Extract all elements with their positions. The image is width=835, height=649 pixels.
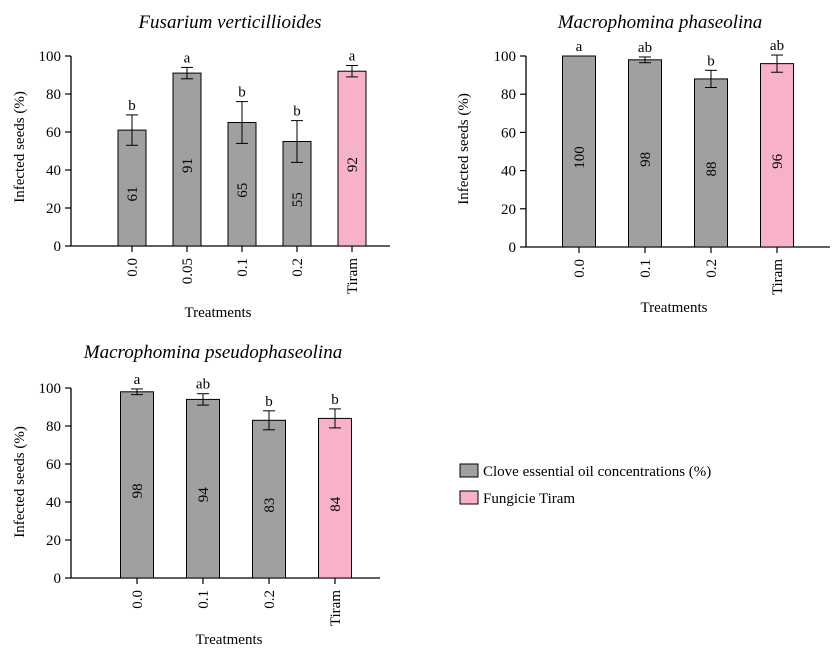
- bar-value-label: 83: [262, 498, 278, 513]
- x-axis-label: Treatments: [185, 305, 252, 321]
- bar-value-label: 91: [180, 158, 196, 173]
- y-tick-label: 0: [54, 571, 62, 587]
- bar: [628, 59, 662, 248]
- chart-macrophomina-pseudophaseolina: Macrophomina pseudophaseolina Infected s…: [12, 342, 380, 648]
- chart-title: Macrophomina pseudophaseolina: [83, 342, 342, 363]
- y-tick-label: 60: [501, 125, 516, 141]
- bar: [562, 55, 596, 248]
- y-tick-label: 80: [46, 87, 61, 103]
- legend-label-clove: Clove essential oil concentrations (%): [483, 464, 711, 480]
- significance-letter: b: [707, 53, 715, 69]
- significance-letter: ab: [638, 40, 652, 56]
- y-tick-label: 20: [46, 201, 61, 217]
- x-tick-label: 0.2: [262, 590, 278, 609]
- legend-label-tiram: Fungicie Tiram: [483, 491, 575, 507]
- bar-value-label: 88: [704, 161, 720, 176]
- x-tick-label: Tiram: [328, 590, 344, 626]
- y-tick-label: 40: [501, 164, 516, 180]
- bar-value-label: 61: [125, 187, 141, 202]
- bar: [694, 78, 728, 248]
- y-tick-label: 0: [54, 239, 62, 255]
- y-tick-label: 60: [46, 457, 61, 473]
- bar-value-label: 84: [328, 496, 344, 512]
- x-tick-label: 0.2: [290, 258, 306, 277]
- y-tick-label: 80: [501, 87, 516, 103]
- y-tick-label: 100: [39, 381, 62, 397]
- plot-area: 0 20 40 60 80 100 0.0 b 61 0.05 a 91 0.1 b 65 0.2 b 55 Tir…: [39, 49, 390, 294]
- y-tick-label: 0: [509, 240, 517, 256]
- significance-letter: b: [128, 98, 136, 114]
- bar-value-label: 96: [770, 153, 786, 169]
- significance-letter: a: [576, 39, 583, 55]
- y-tick-label: 100: [494, 49, 517, 65]
- legend-swatch-clove: [459, 463, 479, 478]
- bar: [318, 417, 352, 579]
- x-tick-label: 0.0: [572, 259, 588, 278]
- x-axis-label: Treatments: [641, 300, 708, 316]
- bar: [117, 129, 147, 247]
- plot-area: 0 20 40 60 80 100 0.0 a 98 0.1 ab 94 0.2 b 83 Tiram b 84: [39, 372, 380, 626]
- y-tick-label: 80: [46, 419, 61, 435]
- y-axis-label: Infected seeds (%): [456, 93, 472, 205]
- y-tick-label: 40: [46, 163, 61, 179]
- significance-letter: b: [331, 392, 339, 408]
- chart-title: Macrophomina phaseolina: [557, 12, 763, 33]
- significance-letter: a: [134, 372, 141, 388]
- bar-value-label: 94: [196, 487, 212, 503]
- bar-value-label: 98: [638, 152, 654, 167]
- chart-fusarium-verticillioides: Fusarium verticillioides Infected seeds …: [12, 12, 390, 321]
- x-tick-label: 0.05: [180, 258, 196, 284]
- x-tick-label: 0.1: [638, 259, 654, 278]
- bar-value-label: 100: [572, 146, 588, 169]
- bar-value-label: 98: [130, 483, 146, 498]
- significance-letter: ab: [196, 377, 210, 393]
- x-tick-label: Tiram: [345, 258, 361, 294]
- significance-letter: ab: [770, 38, 784, 54]
- y-tick-label: 20: [46, 533, 61, 549]
- bar-value-label: 92: [345, 157, 361, 172]
- y-axis-label: Infected seeds (%): [12, 91, 28, 203]
- x-tick-label: 0.0: [130, 590, 146, 609]
- y-tick-label: 100: [39, 49, 62, 65]
- chart-macrophomina-phaseolina: Macrophomina phaseolina Infected seeds (…: [456, 12, 830, 316]
- x-tick-label: 0.1: [196, 590, 212, 609]
- chart-title: Fusarium verticillioides: [137, 12, 321, 33]
- legend-swatch-tiram: [459, 490, 479, 505]
- significance-letter: a: [349, 49, 356, 65]
- y-axis-label: Infected seeds (%): [12, 426, 28, 538]
- bar: [282, 141, 312, 247]
- x-tick-label: 0.0: [125, 258, 141, 277]
- y-tick-label: 40: [46, 495, 61, 511]
- significance-letter: a: [184, 50, 191, 66]
- bar: [252, 419, 286, 579]
- significance-letter: b: [238, 85, 246, 101]
- x-axis-label: Treatments: [196, 632, 263, 648]
- x-tick-label: 0.2: [704, 259, 720, 278]
- significance-letter: b: [293, 104, 301, 120]
- legend: Clove essential oil concentrations (%) F…: [459, 463, 711, 507]
- x-tick-label: Tiram: [770, 259, 786, 295]
- bar: [186, 398, 220, 579]
- plot-area: 0 20 40 60 80 100 0.0 a 100 0.1 ab 98 0.2 b 88 Tiram ab 9…: [494, 38, 830, 295]
- x-tick-label: 0.1: [235, 258, 251, 277]
- bar: [120, 391, 154, 579]
- bar-value-label: 65: [235, 183, 251, 198]
- significance-letter: b: [265, 394, 273, 410]
- bar-value-label: 55: [290, 192, 306, 207]
- y-tick-label: 60: [46, 125, 61, 141]
- y-tick-label: 20: [501, 202, 516, 218]
